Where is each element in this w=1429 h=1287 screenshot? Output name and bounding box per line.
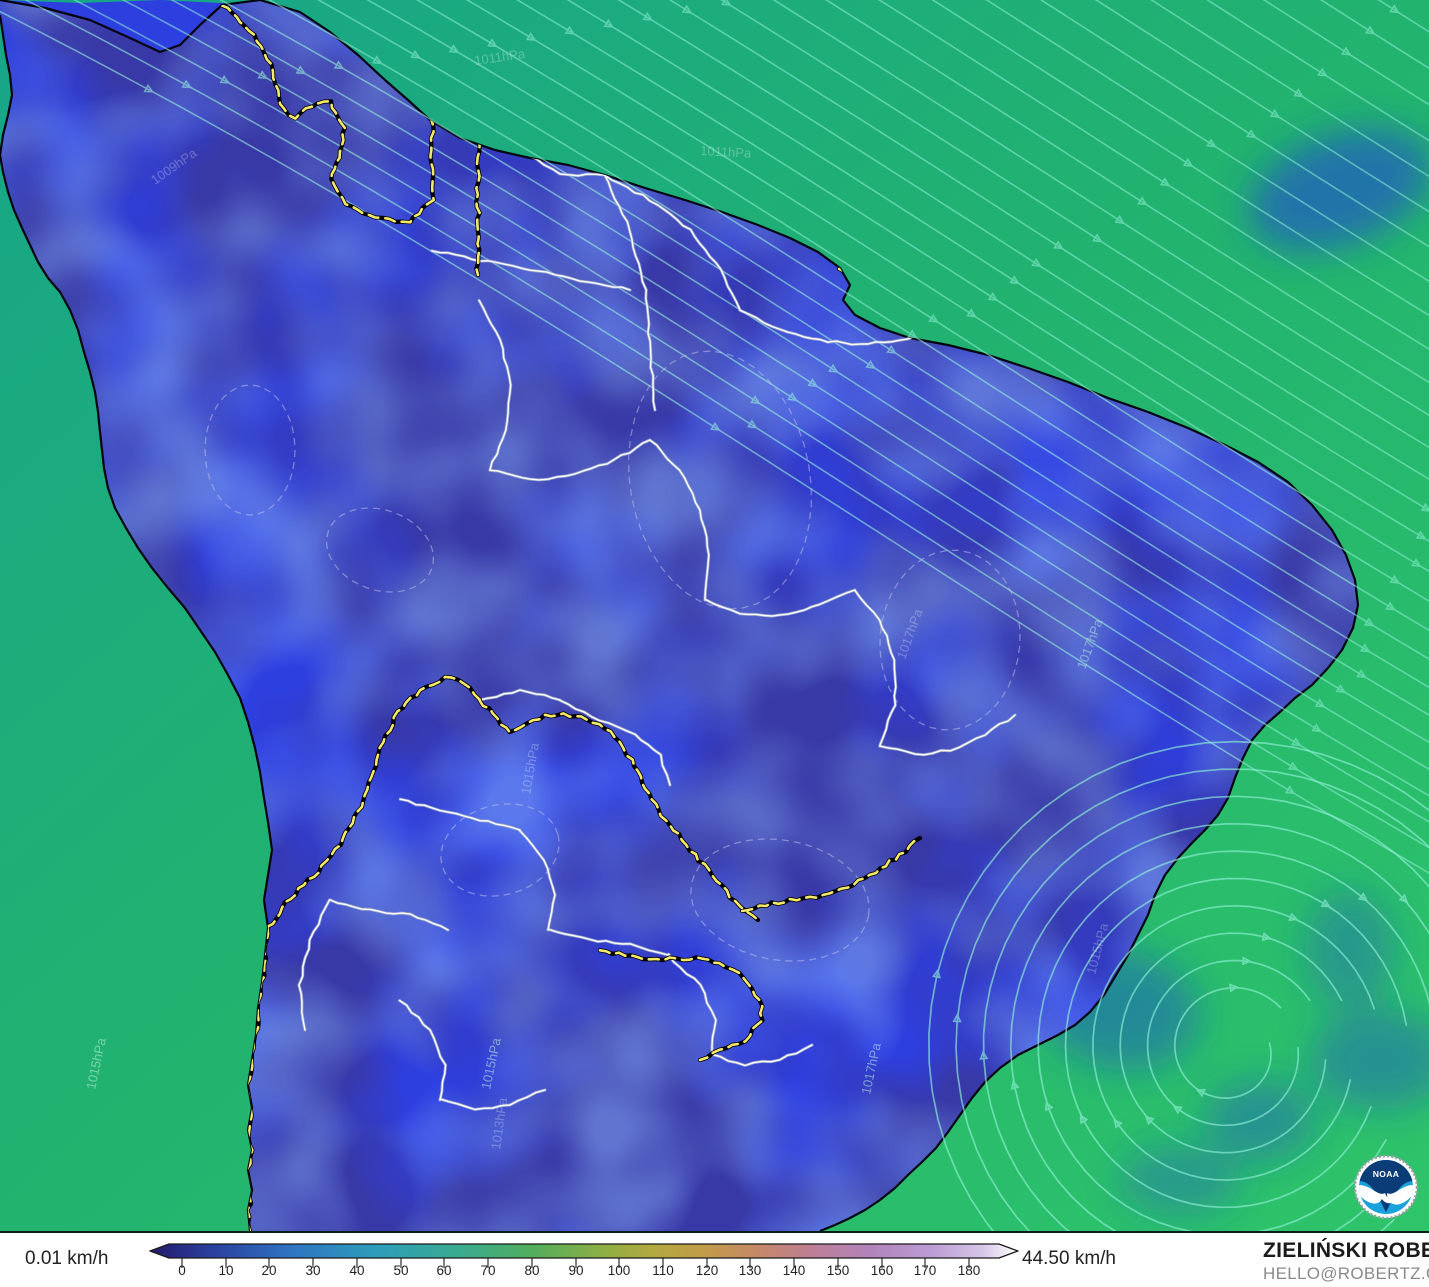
svg-text:NOAA: NOAA: [1373, 1169, 1400, 1179]
svg-text:1011hPa: 1011hPa: [700, 143, 753, 161]
